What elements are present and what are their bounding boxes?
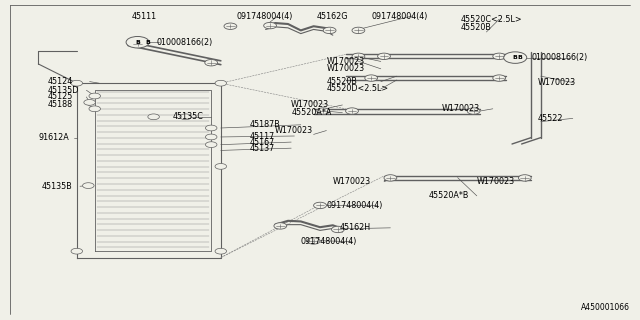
Circle shape <box>205 142 217 148</box>
Circle shape <box>323 27 336 34</box>
Circle shape <box>467 108 480 114</box>
Circle shape <box>215 80 227 86</box>
Circle shape <box>215 164 227 169</box>
Text: 45137: 45137 <box>250 144 275 153</box>
Circle shape <box>215 248 227 254</box>
Text: W170023: W170023 <box>333 177 371 186</box>
Text: 45162G: 45162G <box>317 12 348 20</box>
Text: 091748004(4): 091748004(4) <box>301 237 357 246</box>
Circle shape <box>89 93 100 99</box>
Text: 45520B: 45520B <box>326 77 357 86</box>
Text: 45520A*B: 45520A*B <box>429 191 469 200</box>
Text: W170023: W170023 <box>326 64 365 73</box>
Text: 45135C: 45135C <box>173 112 204 121</box>
Circle shape <box>365 75 378 81</box>
Circle shape <box>378 53 390 60</box>
Text: 45135B: 45135B <box>42 182 72 191</box>
Circle shape <box>317 108 330 114</box>
Circle shape <box>126 36 149 48</box>
Circle shape <box>89 106 100 112</box>
Text: 45520A*A: 45520A*A <box>291 108 332 117</box>
Circle shape <box>264 22 276 29</box>
Circle shape <box>83 183 94 188</box>
Circle shape <box>274 223 287 229</box>
Text: 010008166(2): 010008166(2) <box>531 53 588 62</box>
Text: B: B <box>145 40 150 45</box>
Text: 45188: 45188 <box>48 100 73 108</box>
Circle shape <box>84 100 95 105</box>
Text: 91612A: 91612A <box>38 133 69 142</box>
Text: 45117: 45117 <box>250 132 275 140</box>
Circle shape <box>205 60 218 66</box>
Circle shape <box>352 53 365 60</box>
Text: 45522: 45522 <box>538 114 563 123</box>
Text: W170023: W170023 <box>326 57 365 66</box>
Text: W170023: W170023 <box>538 78 576 87</box>
Text: 45187B: 45187B <box>250 120 280 129</box>
Text: W170023: W170023 <box>275 126 314 135</box>
Text: 091748004(4): 091748004(4) <box>371 12 428 20</box>
Text: W170023: W170023 <box>442 104 480 113</box>
Circle shape <box>71 80 83 86</box>
Text: 091748004(4): 091748004(4) <box>237 12 293 20</box>
Text: 45111: 45111 <box>131 12 156 20</box>
Circle shape <box>504 52 527 63</box>
Circle shape <box>493 75 506 81</box>
Text: W170023: W170023 <box>291 100 330 109</box>
Text: 45167: 45167 <box>250 138 275 147</box>
Text: 45520B: 45520B <box>461 23 492 32</box>
Circle shape <box>314 202 326 209</box>
Text: B: B <box>517 55 522 60</box>
Text: 091748004(4): 091748004(4) <box>326 201 383 210</box>
Text: 45135D: 45135D <box>48 86 79 95</box>
Circle shape <box>131 40 144 47</box>
Circle shape <box>346 108 358 114</box>
Circle shape <box>148 114 159 120</box>
Text: 45124: 45124 <box>48 77 73 86</box>
Circle shape <box>71 248 83 254</box>
Text: 45162H: 45162H <box>339 223 371 232</box>
Circle shape <box>352 27 365 34</box>
Text: B: B <box>513 55 518 60</box>
Text: 45125: 45125 <box>48 92 74 101</box>
Circle shape <box>384 175 397 181</box>
Text: B: B <box>135 40 140 45</box>
Circle shape <box>307 238 320 244</box>
Circle shape <box>518 175 531 181</box>
Text: A450001066: A450001066 <box>581 303 630 312</box>
Text: 45520C<2.5L>: 45520C<2.5L> <box>461 15 522 24</box>
Circle shape <box>332 226 344 233</box>
Circle shape <box>493 53 506 60</box>
Circle shape <box>180 114 191 120</box>
Text: W170023: W170023 <box>477 177 515 186</box>
Text: 010008166(2): 010008166(2) <box>157 38 213 47</box>
Text: 45520D<2.5L>: 45520D<2.5L> <box>326 84 388 93</box>
Circle shape <box>224 23 237 29</box>
Circle shape <box>205 125 217 131</box>
Circle shape <box>205 134 217 140</box>
